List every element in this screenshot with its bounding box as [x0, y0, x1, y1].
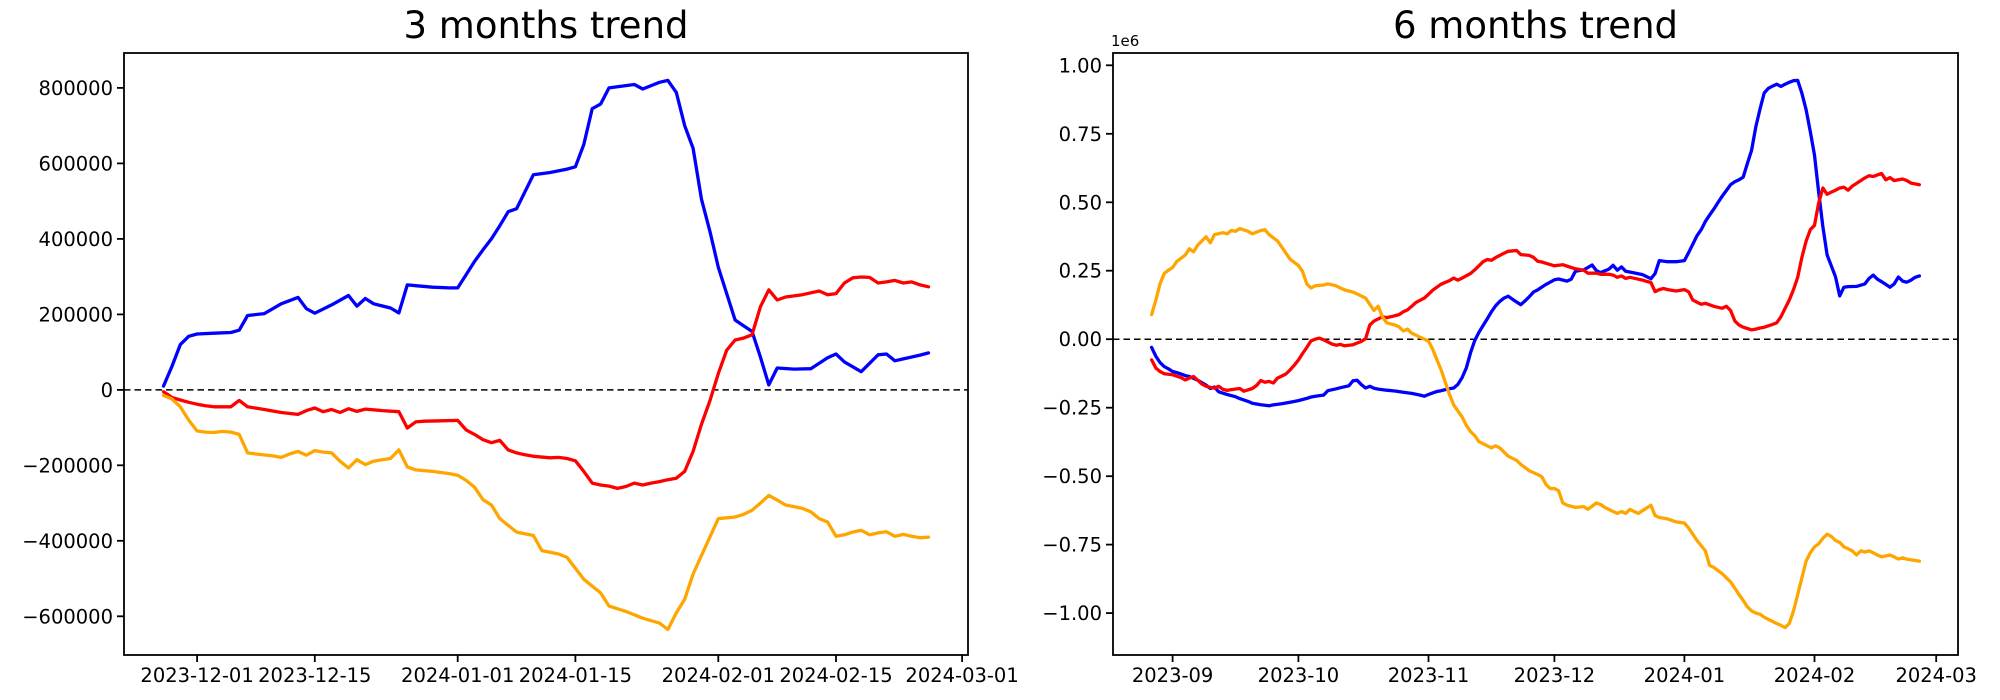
x-tick-label: 2023-12-15 [258, 664, 371, 687]
axes-frame [123, 52, 969, 656]
y-tick-label: −0.50 [1042, 465, 1102, 488]
y-tick-label: 0.00 [1059, 328, 1102, 351]
series-orange [1149, 226, 1922, 630]
y-tick-label: −0.75 [1042, 534, 1102, 557]
x-tick-label: 2023-09 [1132, 664, 1213, 687]
y-axis-offset-label: 1e6 [1111, 32, 1139, 50]
x-tick-label: 2023-10 [1258, 664, 1339, 687]
chart-title-6-months: 6 months trend [1392, 4, 1679, 47]
y-tick-label: 0.25 [1059, 260, 1102, 283]
x-tick-label: 2024-02 [1774, 664, 1855, 687]
x-tick-label: 2024-02-15 [779, 664, 892, 687]
y-tick-label: −200000 [22, 454, 113, 477]
series-red [161, 275, 931, 491]
y-tick-label: 200000 [39, 303, 113, 326]
series-blue [161, 78, 931, 388]
series-blue [1149, 78, 1922, 408]
y-tick-label: −400000 [22, 530, 113, 553]
x-tick-label: 2023-12 [1514, 664, 1595, 687]
y-tick-label: 400000 [39, 228, 113, 251]
x-tick-label: 2024-01-01 [401, 664, 514, 687]
series-orange [161, 393, 931, 632]
x-tick-label: 2024-03 [1895, 664, 1976, 687]
y-tick-label: 0.50 [1059, 191, 1102, 214]
y-tick-label: −600000 [22, 605, 113, 628]
axes-frame [1112, 52, 1959, 656]
y-tick-label: −0.25 [1042, 397, 1102, 420]
series-red [1149, 171, 1922, 393]
y-tick-label: −1.00 [1042, 602, 1102, 625]
x-tick-label: 2024-01 [1644, 664, 1725, 687]
x-tick-label: 2023-11 [1388, 664, 1469, 687]
y-tick-label: 0.75 [1059, 123, 1102, 146]
x-tick-label: 2024-03-01 [905, 664, 1018, 687]
y-tick-label: 1.00 [1059, 54, 1102, 77]
y-tick-label: 800000 [39, 77, 113, 100]
chart-title-3-months: 3 months trend [403, 4, 689, 47]
y-tick-label: 0 [101, 379, 113, 402]
y-tick-label: 600000 [39, 152, 113, 175]
x-tick-label: 2024-02-01 [662, 664, 775, 687]
x-tick-label: 2024-01-15 [519, 664, 632, 687]
x-tick-label: 2023-12-01 [140, 664, 253, 687]
